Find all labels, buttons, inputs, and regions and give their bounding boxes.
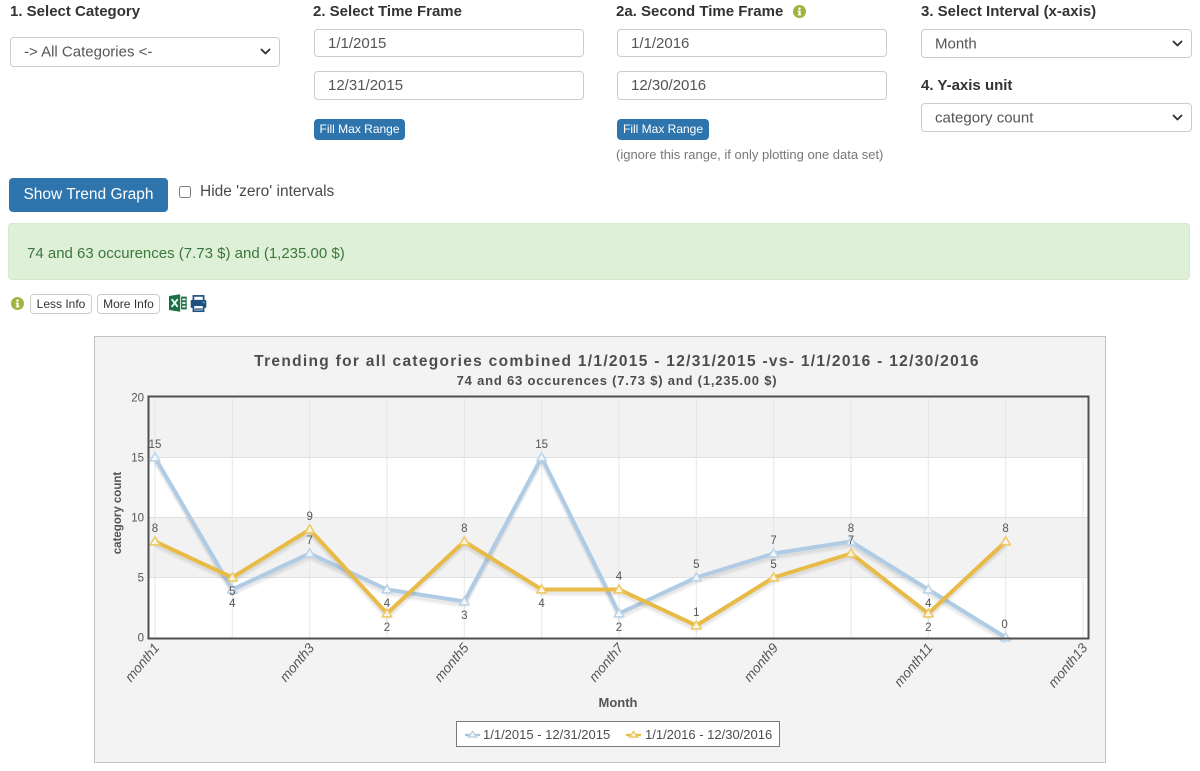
svg-text:5: 5 (770, 559, 776, 571)
svg-text:4: 4 (616, 571, 623, 583)
svg-text:15: 15 (149, 439, 162, 451)
svg-text:month1: month1 (122, 640, 162, 684)
svg-text:1: 1 (693, 607, 699, 619)
svg-text:Month: Month (599, 695, 638, 710)
svg-text:4: 4 (384, 598, 391, 610)
svg-text:2: 2 (384, 622, 390, 634)
svg-text:9: 9 (306, 511, 312, 523)
svg-text:month5: month5 (431, 640, 472, 685)
svg-text:7: 7 (770, 535, 776, 547)
svg-text:4: 4 (538, 598, 545, 610)
svg-text:4: 4 (229, 598, 236, 610)
svg-text:month9: month9 (741, 640, 782, 685)
svg-text:20: 20 (131, 393, 144, 405)
svg-text:0: 0 (138, 633, 144, 645)
svg-text:7: 7 (848, 535, 854, 547)
svg-text:8: 8 (152, 523, 158, 535)
svg-text:month13: month13 (1045, 640, 1091, 690)
svg-text:3: 3 (461, 610, 467, 622)
svg-text:month3: month3 (277, 640, 318, 685)
svg-text:0: 0 (1001, 619, 1007, 631)
svg-text:15: 15 (535, 439, 548, 451)
svg-text:category count: category count (112, 472, 124, 555)
svg-text:2: 2 (925, 622, 931, 634)
svg-text:month11: month11 (891, 640, 936, 689)
svg-text:month7: month7 (586, 640, 627, 685)
svg-text:5: 5 (693, 559, 699, 571)
svg-text:7: 7 (306, 535, 312, 547)
svg-text:10: 10 (131, 513, 144, 525)
svg-text:2: 2 (616, 622, 622, 634)
svg-text:15: 15 (131, 453, 144, 465)
svg-text:8: 8 (848, 523, 854, 535)
svg-text:8: 8 (461, 523, 467, 535)
svg-text:8: 8 (1002, 523, 1008, 535)
svg-text:4: 4 (925, 598, 932, 610)
svg-text:5: 5 (229, 586, 235, 598)
svg-text:5: 5 (138, 573, 144, 585)
